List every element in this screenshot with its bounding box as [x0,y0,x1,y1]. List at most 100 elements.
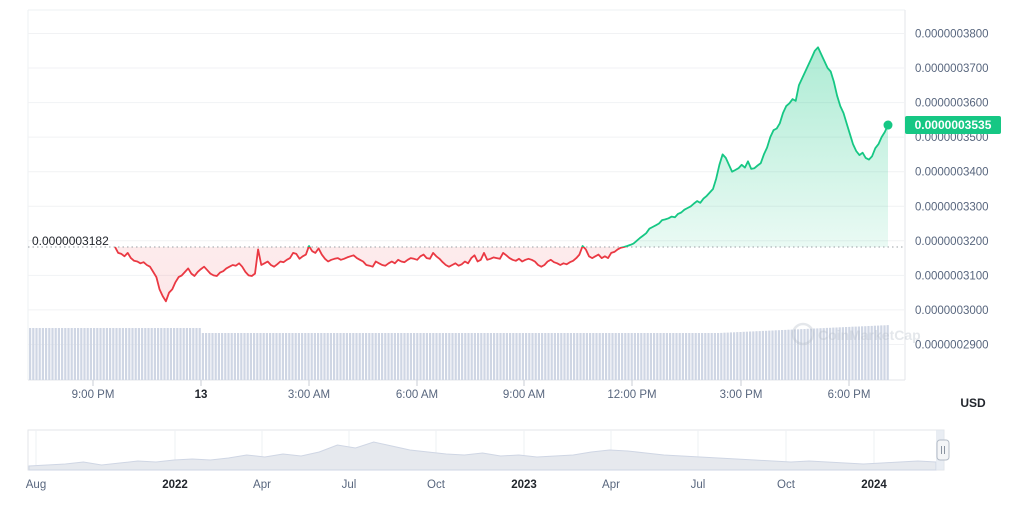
y-tick-label: 0.0000003500 [915,132,989,144]
volume-bar [665,333,668,380]
x-tick-label: 13 [195,389,208,401]
volume-bar [710,333,713,380]
volume-bar [339,333,342,380]
volume-bar [877,325,880,380]
y-tick-label: 0.0000003100 [915,270,989,282]
volume-bar [118,328,121,380]
volume-bar [566,333,569,380]
volume-bar [585,333,588,380]
volume-bar [857,326,860,380]
volume-bar [512,333,515,380]
volume-bar [297,333,300,380]
volume-bar [509,333,512,380]
x-tick-label: 12:00 PM [607,389,656,401]
y-tick-label: 0.0000003800 [915,29,989,41]
volume-bar [835,327,838,380]
volume-bar [694,333,697,380]
volume-bar [109,328,112,380]
volume-bar [576,333,579,380]
volume-bar [739,332,742,380]
volume-bar [185,328,188,380]
volume-bar [243,333,246,380]
volume-bar [400,333,403,380]
volume-bar [182,328,185,380]
volume-bar [451,333,454,380]
navigator-handle-body[interactable] [936,439,950,461]
volume-bar [867,326,870,380]
volume-bar [179,328,182,380]
volume-bar [707,333,710,380]
volume-bar [329,333,332,380]
volume-bar [701,333,704,380]
volume-bar [477,333,480,380]
volume-bar [365,333,368,380]
volume-bar [605,333,608,380]
volume-bar [525,333,528,380]
volume-bar [371,333,374,380]
volume-bar [441,333,444,380]
volume-bar [237,333,240,380]
volume-bar [349,333,352,380]
navigator-label: Oct [777,479,796,491]
volume-bar [454,333,457,380]
volume-bar [685,333,688,380]
volume-bar [409,333,412,380]
volume-bar [233,333,236,380]
volume-bar [163,328,166,380]
volume-bar [713,333,716,380]
area-above-reference [115,47,888,248]
volume-bar [169,328,172,380]
volume-bar [70,328,73,380]
volume-bar [89,328,92,380]
volume-bar [861,326,864,380]
x-tick-label: 6:00 AM [396,389,438,401]
volume-bar [406,333,409,380]
volume-bar [646,333,649,380]
volume-bar [230,333,233,380]
volume-bar [198,328,201,380]
volume-bar [672,333,675,380]
volume-bar [224,333,227,380]
volume-bar [723,332,726,380]
volume-bar [486,333,489,380]
volume-bar [883,325,886,380]
volume-bar [429,333,432,380]
volume-bar [435,333,438,380]
volume-bar [99,328,102,380]
volume-bar [208,333,211,380]
volume-bar [717,333,720,380]
volume-bar [544,333,547,380]
volume-bar [275,333,278,380]
volume-bar [445,333,448,380]
volume-bar [192,328,195,380]
y-axis: 0.0000003800 0.0000003700 0.0000003600 0.00… [915,29,989,352]
volume-bar [627,333,630,380]
x-tick-label: 9:00 PM [72,389,115,401]
volume-bar [134,328,137,380]
volume-bar [809,328,812,380]
volume-bar [838,327,841,380]
current-price-dot[interactable] [883,120,893,130]
navigator-label: Oct [427,479,446,491]
volume-bar [704,333,707,380]
volume-bar [77,328,80,380]
volume-bar [800,329,803,380]
volume-bar [822,328,825,380]
y-tick-label: 0.0000002900 [915,339,989,351]
volume-bar [528,333,531,380]
range-navigator[interactable]: Aug 2022 Apr Jul Oct 2023 Apr Jul Oct 2024 [26,429,950,491]
volume-bar [67,328,70,380]
volume-bar [54,328,57,380]
navigator-handle[interactable] [936,439,950,461]
volume-bar [582,333,585,380]
volume-bar [557,333,560,380]
volume-bar [611,333,614,380]
volume-bar [781,330,784,380]
volume-bar [448,333,451,380]
volume-bar [675,333,678,380]
volume-bar [256,333,259,380]
volume-bar [470,333,473,380]
volume-bar [384,333,387,380]
